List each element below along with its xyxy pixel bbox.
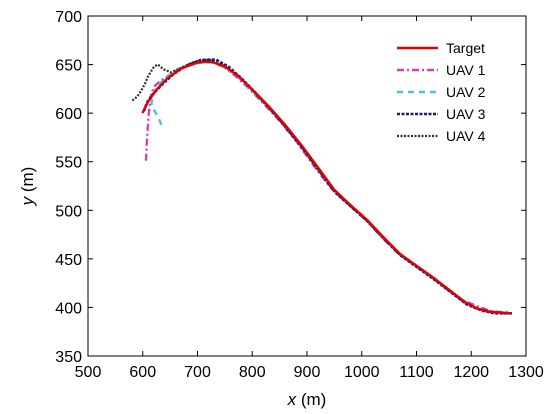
y-tick-label: 600 [55,106,82,123]
x-axis-label: x (m) [287,390,327,409]
y-axis-label-var: y [18,195,37,206]
legend-entry-uav-2: UAV 2 [397,84,486,100]
x-tick-label: 1000 [344,364,380,381]
legend-label-uav-3: UAV 3 [446,106,486,122]
x-tick-label: 1100 [399,364,434,381]
y-tick-label: 650 [55,58,82,75]
legend-entry-uav-1: UAV 1 [397,62,486,78]
legend: Target UAV 1 UAV 2 UAV 3 UAV 4 [397,40,486,144]
x-tick-label: 900 [294,364,321,381]
y-tick-label: 350 [55,349,82,366]
tick-layer: 500 600 700 800 900 1000 1100 1200 1300 350 400 450… [55,9,544,381]
y-tick-label: 400 [55,300,82,317]
y-tick-label: 500 [55,203,82,220]
x-tick-label: 1200 [453,364,489,381]
x-tick-label: 600 [129,364,156,381]
legend-label-target: Target [446,40,485,56]
series-layer [131,58,512,315]
y-axis-label: y (m) [18,167,37,207]
legend-entry-target: Target [397,40,485,56]
legend-entry-uav-3: UAV 3 [397,106,486,122]
y-tick-label: 550 [55,155,82,172]
legend-entry-uav-4: UAV 4 [397,128,486,144]
y-tick-label: 700 [55,9,82,26]
legend-label-uav-2: UAV 2 [446,84,486,100]
x-axis-label-unit: (m) [296,390,326,409]
x-axis-label-var: x [287,390,297,409]
legend-label-uav-4: UAV 4 [446,128,486,144]
y-axis-label-unit: (m) [18,167,37,197]
x-tick-label: 500 [75,364,102,381]
x-tick-label: 700 [184,364,211,381]
x-tick-label: 800 [239,364,266,381]
y-tick-label: 450 [55,252,82,269]
series-target [141,60,511,315]
legend-label-uav-1: UAV 1 [446,62,486,78]
x-tick-label: 1300 [508,364,544,381]
